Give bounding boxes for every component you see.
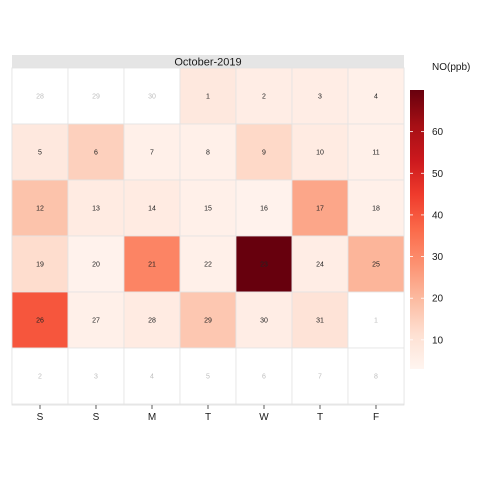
calendar-cell-day-16 bbox=[235, 179, 293, 237]
calendar-day-label: 27 bbox=[92, 318, 100, 325]
legend-tick-label: 30 bbox=[432, 252, 444, 263]
calendar-day-label-outside-month: 6 bbox=[262, 374, 266, 381]
weekday-label: M bbox=[148, 412, 156, 423]
calendar-day-label: 29 bbox=[204, 318, 212, 325]
calendar-day-label: 8 bbox=[206, 150, 210, 157]
calendar-day-label-outside-month: 29 bbox=[92, 94, 100, 101]
calendar-day-label: 30 bbox=[260, 318, 268, 325]
calendar-cell-outside-month bbox=[67, 347, 125, 405]
calendar-cell-outside-month bbox=[179, 347, 237, 405]
calendar-cells bbox=[11, 67, 405, 405]
calendar-day-label: 1 bbox=[206, 94, 210, 101]
legend-tick-label: 20 bbox=[432, 294, 444, 305]
calendar-day-label: 28 bbox=[148, 318, 156, 325]
calendar-day-label: 16 bbox=[260, 206, 268, 213]
calendar-cell-day-25 bbox=[347, 235, 405, 293]
calendar-day-label-outside-month: 28 bbox=[36, 94, 44, 101]
calendar-cell-day-28 bbox=[123, 291, 181, 349]
calendar-day-label: 10 bbox=[316, 150, 324, 157]
calendar-cell-outside-month bbox=[123, 347, 181, 405]
calendar-cell-outside-month bbox=[347, 291, 405, 349]
calendar-day-label: 18 bbox=[372, 206, 380, 213]
calendar-cell-day-3 bbox=[291, 67, 349, 125]
calendar-cell-day-23 bbox=[235, 235, 293, 293]
calendar-day-label: 25 bbox=[372, 262, 380, 269]
legend-ticks: 10 20 30 40 50 60 bbox=[410, 127, 444, 346]
legend-tick-label: 40 bbox=[432, 210, 444, 221]
calendar-day-label: 24 bbox=[316, 262, 324, 269]
calendar-day-label: 26 bbox=[36, 318, 44, 325]
calendar-day-label: 19 bbox=[36, 262, 44, 269]
calendar-cell-day-10 bbox=[291, 123, 349, 181]
calendar-cell-day-8 bbox=[179, 123, 237, 181]
calendar-cell-day-7 bbox=[123, 123, 181, 181]
chart-title: October-2019 bbox=[174, 57, 241, 69]
calendar-day-label: 31 bbox=[316, 318, 324, 325]
calendar-day-label: 9 bbox=[262, 150, 266, 157]
calendar-day-label: 23 bbox=[260, 262, 268, 269]
calendar-cell-day-12 bbox=[11, 179, 69, 237]
calendar-cell-day-14 bbox=[123, 179, 181, 237]
legend-tick-label: 50 bbox=[432, 169, 444, 180]
legend-tick-label: 10 bbox=[432, 335, 444, 346]
calendar-cell-day-18 bbox=[347, 179, 405, 237]
weekday-label: S bbox=[37, 412, 44, 423]
weekday-label: T bbox=[205, 412, 211, 423]
calendar-day-label: 17 bbox=[316, 206, 324, 213]
calendar-cell-day-15 bbox=[179, 179, 237, 237]
calendar-day-label-outside-month: 1 bbox=[374, 318, 378, 325]
calendar-day-label: 11 bbox=[372, 150, 379, 157]
calendar-day-label-outside-month: 5 bbox=[206, 374, 210, 381]
weekday-label: S bbox=[93, 412, 100, 423]
calendar-day-label: 3 bbox=[318, 94, 322, 101]
calendar-cell-day-30 bbox=[235, 291, 293, 349]
legend-color-bar bbox=[410, 90, 424, 369]
calendar-cell-outside-month bbox=[235, 347, 293, 405]
legend-title: NO(ppb) bbox=[432, 62, 470, 73]
calendar-day-label: 14 bbox=[148, 206, 156, 213]
calendar-day-label-outside-month: 4 bbox=[150, 374, 154, 381]
calendar-day-label: 7 bbox=[150, 150, 154, 157]
calendar-cell-outside-month bbox=[11, 347, 69, 405]
weekday-label: T bbox=[317, 412, 323, 423]
legend-tick-label: 60 bbox=[432, 127, 444, 138]
weekday-label: W bbox=[259, 412, 269, 423]
calendar-cell-day-27 bbox=[67, 291, 125, 349]
calendar-day-label-outside-month: 8 bbox=[374, 374, 378, 381]
calendar-cell-day-24 bbox=[291, 235, 349, 293]
calendar-cell-day-5 bbox=[11, 123, 69, 181]
calendar-cell-day-13 bbox=[67, 179, 125, 237]
calendar-day-label: 20 bbox=[92, 262, 100, 269]
calendar-cell-day-6 bbox=[67, 123, 125, 181]
calendar-cell-outside-month bbox=[347, 347, 405, 405]
calendar-cell-day-19 bbox=[11, 235, 69, 293]
calendar-day-label-outside-month: 7 bbox=[318, 374, 322, 381]
calendar-day-label: 6 bbox=[94, 150, 98, 157]
calendar-day-label: 13 bbox=[92, 206, 100, 213]
calendar-cell-day-11 bbox=[347, 123, 405, 181]
calendar-day-label: 4 bbox=[374, 94, 378, 101]
calendar-day-label: 5 bbox=[38, 150, 42, 157]
calendar-cell-day-21 bbox=[123, 235, 181, 293]
calendar-day-label: 15 bbox=[204, 206, 212, 213]
calendar-cell-day-20 bbox=[67, 235, 125, 293]
facet-strip bbox=[12, 55, 404, 68]
calendar-day-label: 12 bbox=[36, 206, 44, 213]
calendar-day-label: 21 bbox=[148, 262, 156, 269]
calendar-cell-day-29 bbox=[179, 291, 237, 349]
calendar-day-label-outside-month: 3 bbox=[94, 374, 98, 381]
calendar-day-label: 22 bbox=[204, 262, 212, 269]
calendar-day-label: 2 bbox=[262, 94, 266, 101]
calendar-cell-day-31 bbox=[291, 291, 349, 349]
calendar-cell-day-22 bbox=[179, 235, 237, 293]
calendar-day-label-outside-month: 2 bbox=[38, 374, 42, 381]
calendar-day-label-outside-month: 30 bbox=[148, 94, 156, 101]
calendar-cell-day-4 bbox=[347, 67, 405, 125]
weekday-label: F bbox=[373, 412, 379, 423]
